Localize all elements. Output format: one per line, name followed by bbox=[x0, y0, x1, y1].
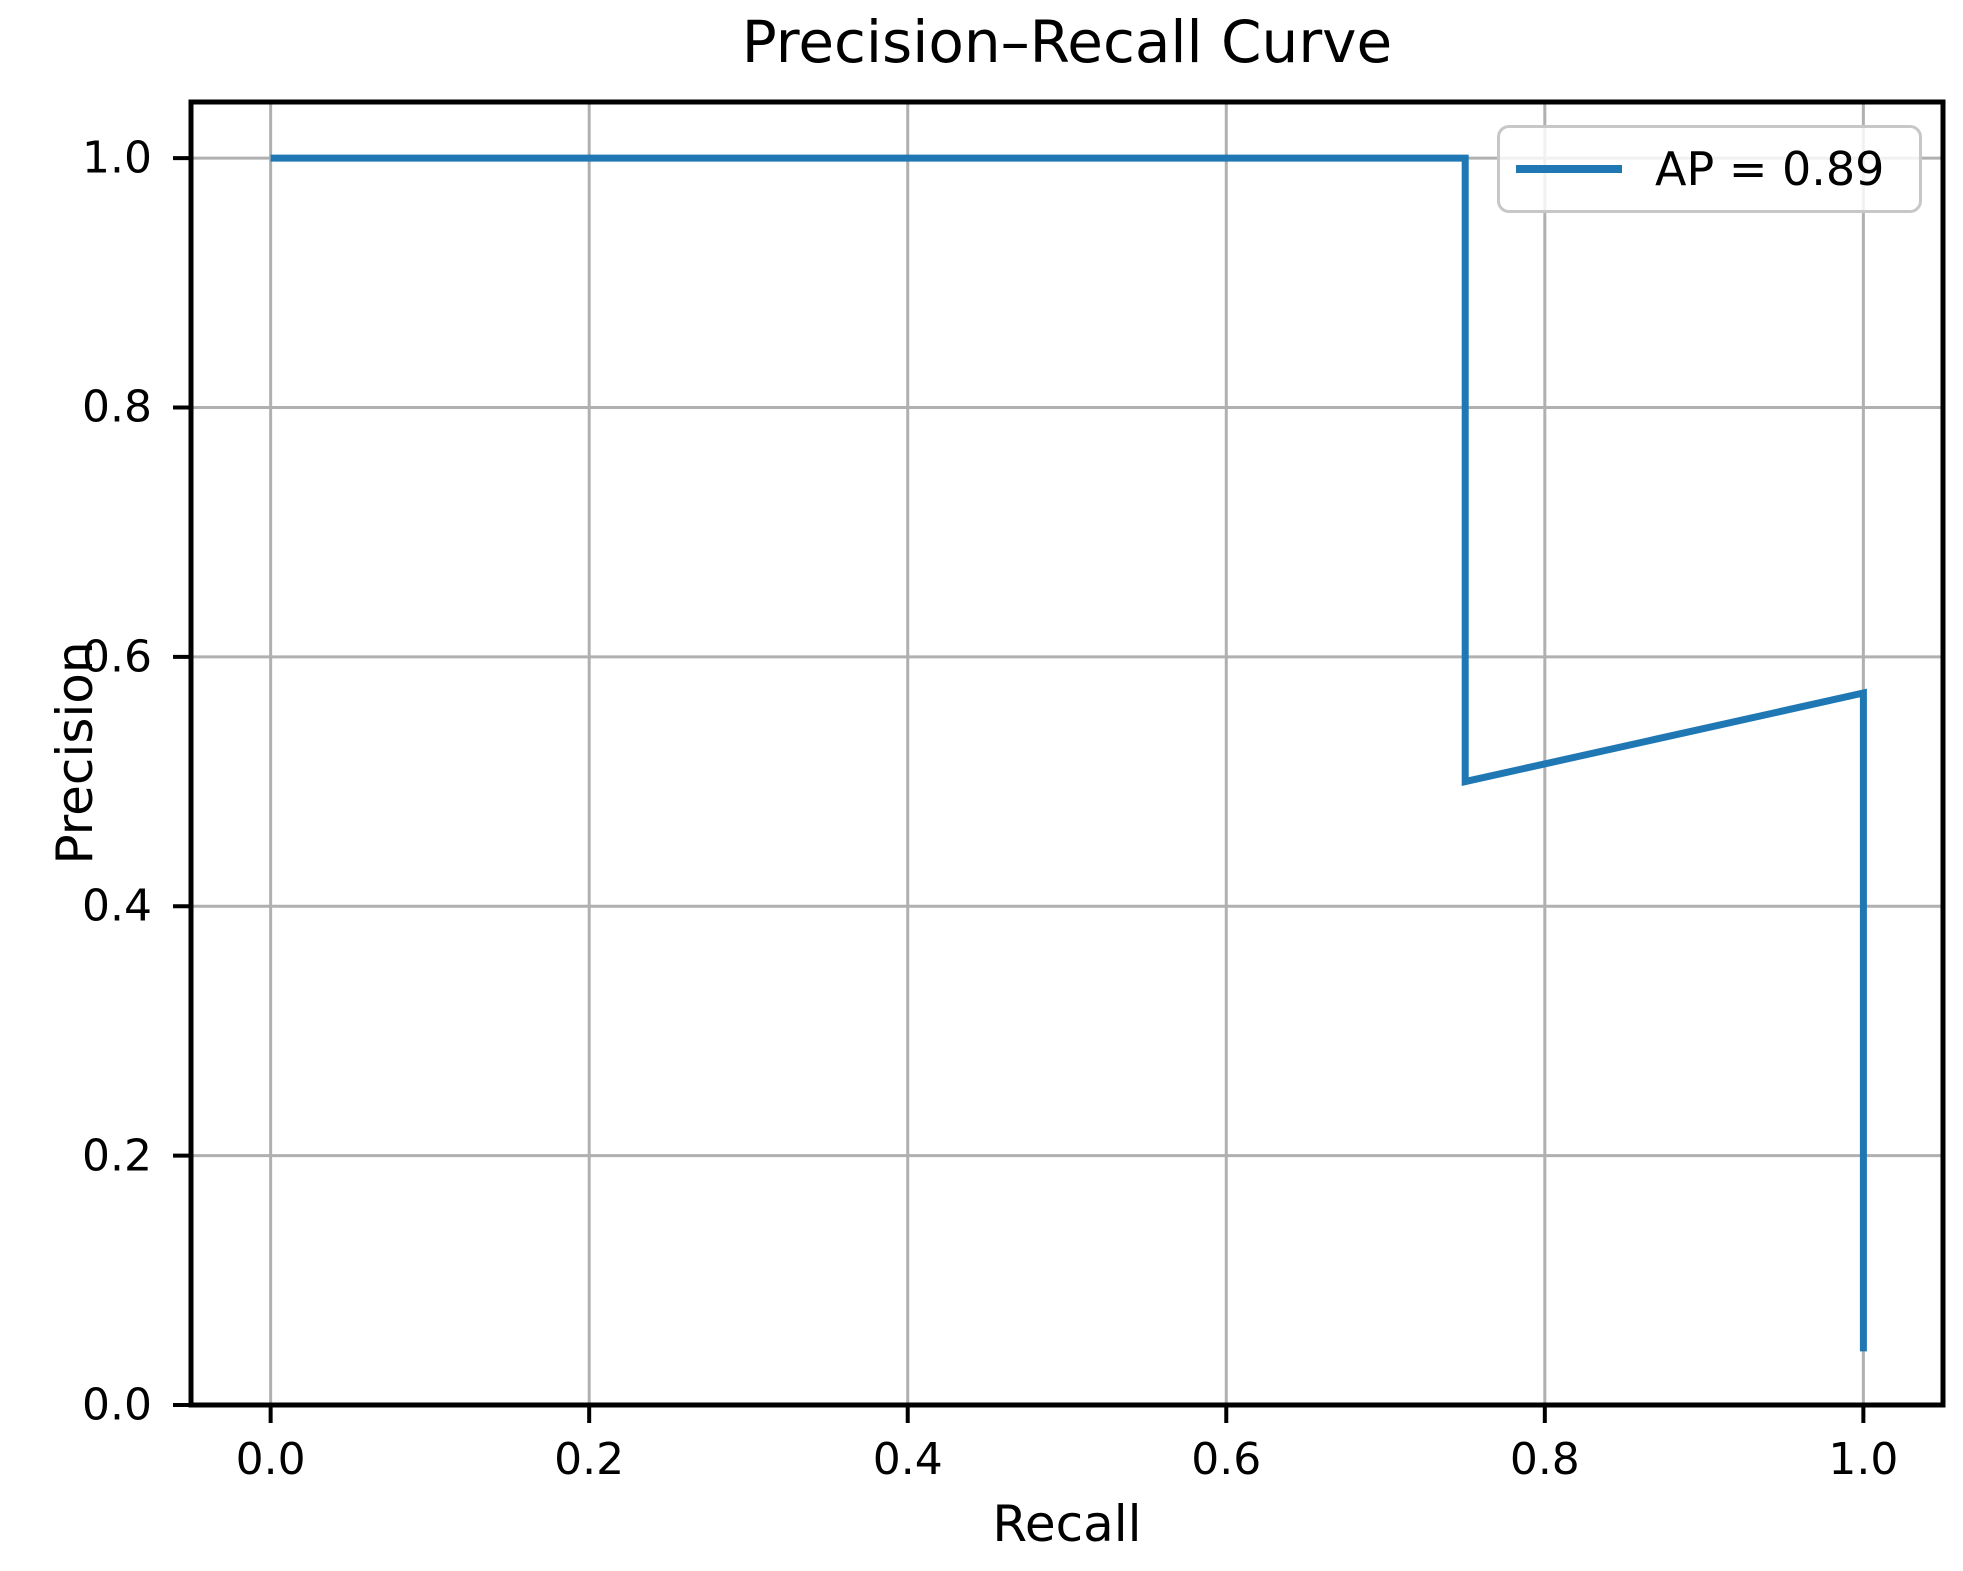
y-tick-label: 0.2 bbox=[82, 1130, 152, 1182]
y-tick-label: 0.6 bbox=[82, 631, 152, 683]
y-tick-label: 0.0 bbox=[82, 1379, 152, 1431]
legend: AP = 0.89 bbox=[1497, 125, 1922, 213]
x-tick-label: 0.0 bbox=[235, 1434, 306, 1485]
y-tick-label: 1.0 bbox=[82, 132, 152, 184]
x-tick-label: 0.6 bbox=[1191, 1434, 1262, 1485]
legend-entry: AP = 0.89 bbox=[1500, 142, 1919, 196]
x-axis-label: Recall bbox=[992, 1495, 1142, 1553]
x-tick-label: 1.0 bbox=[1828, 1434, 1899, 1485]
x-tick-label: 0.2 bbox=[554, 1434, 625, 1485]
x-tick-label: 0.4 bbox=[872, 1434, 943, 1485]
axes-spines bbox=[188, 99, 1946, 1408]
legend-line-sample-icon bbox=[1516, 165, 1622, 173]
pr-curve-line bbox=[270, 154, 1867, 1352]
legend-label: AP = 0.89 bbox=[1655, 142, 1885, 196]
chart-title: Precision–Recall Curve bbox=[741, 8, 1393, 76]
x-tick-label: 0.8 bbox=[1509, 1434, 1580, 1485]
y-tick-label: 0.4 bbox=[82, 880, 152, 932]
plot-canvas bbox=[173, 99, 1946, 1423]
y-tick-label: 0.8 bbox=[82, 381, 152, 433]
